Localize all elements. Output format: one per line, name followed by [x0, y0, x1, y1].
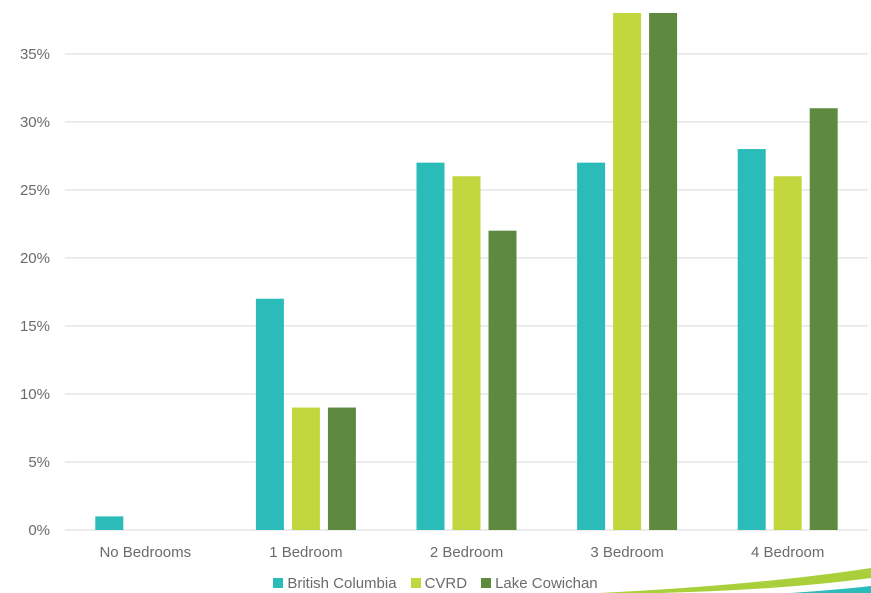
- y-tick-label: 15%: [20, 318, 50, 335]
- bar: [327, 407, 356, 530]
- bar: [577, 162, 606, 530]
- swoosh-green: [600, 568, 871, 593]
- legend-label: CVRD: [424, 574, 468, 592]
- y-tick-label: 30%: [20, 114, 50, 131]
- x-tick-label: 1 Bedroom: [269, 544, 342, 561]
- y-tick-label: 25%: [20, 182, 50, 199]
- bar: [649, 13, 678, 530]
- bar: [416, 162, 445, 530]
- bars: [95, 13, 838, 531]
- y-tick-label: 0%: [28, 522, 50, 539]
- bar: [291, 407, 320, 530]
- legend-item: CVRD: [410, 574, 468, 592]
- swoosh-teal: [790, 586, 871, 593]
- legend-item: British Columbia: [273, 574, 397, 592]
- brand-swoosh: [600, 568, 871, 593]
- y-tick-label: 20%: [20, 250, 50, 267]
- legend-swatch: [410, 578, 421, 588]
- legend-label: Lake Cowichan: [495, 574, 598, 592]
- legend-item: Lake Cowichan: [481, 575, 598, 592]
- bar: [737, 149, 766, 531]
- legend: British Columbia CVRD Lake Cowichan: [0, 573, 871, 593]
- x-tick-label: 4 Bedroom: [751, 544, 824, 561]
- legend-swatch: [273, 578, 284, 588]
- y-tick-label: 10%: [20, 386, 50, 403]
- bar: [488, 230, 517, 530]
- y-tick-label: 35%: [20, 46, 50, 63]
- legend-swatch: [481, 578, 492, 588]
- x-tick-label: 3 Bedroom: [590, 544, 663, 561]
- y-axis-ticks: 0% 5% 10% 15% 20% 25% 30% 35%: [20, 46, 50, 539]
- bar: [95, 516, 124, 530]
- x-tick-label: 2 Bedroom: [430, 544, 503, 561]
- bar: [613, 13, 642, 530]
- bar: [255, 298, 284, 530]
- bar: [809, 108, 838, 530]
- bar: [452, 176, 481, 530]
- x-tick-label: No Bedrooms: [99, 544, 191, 561]
- y-tick-label: 5%: [28, 454, 50, 471]
- bar: [773, 176, 802, 530]
- x-axis-labels: No Bedrooms 1 Bedroom 2 Bedroom 3 Bedroom 4 …: [99, 544, 824, 561]
- legend-label: British Columbia: [287, 574, 397, 592]
